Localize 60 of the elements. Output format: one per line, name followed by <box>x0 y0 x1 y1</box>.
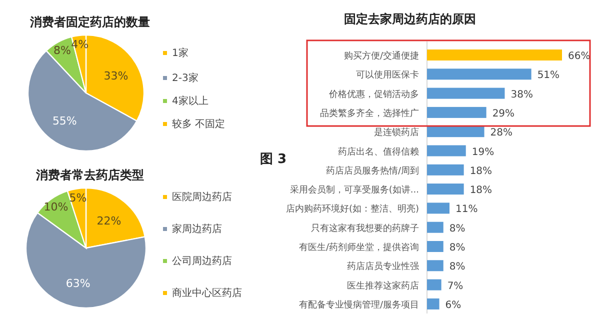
y-tick-label: 医生推荐这家药店 <box>347 280 419 292</box>
bar <box>427 241 444 252</box>
y-tick-label: 店内购药环境好(如：整洁、明亮) <box>286 204 419 215</box>
data-label: 10% <box>44 200 68 214</box>
legend-label: 较多 不固定 <box>172 118 226 130</box>
data-label: 66% <box>568 51 590 62</box>
bar <box>427 298 440 310</box>
data-label: 8% <box>54 44 71 57</box>
y-tick-label: 有医生/药剂师坐堂，提供咨询 <box>298 242 419 253</box>
data-label: 63% <box>66 277 90 290</box>
bar <box>427 222 444 233</box>
y-tick-label: 有配备专业慢病管理/服务项目 <box>298 299 419 310</box>
bar <box>427 279 442 290</box>
data-label: 33% <box>104 69 128 82</box>
bar <box>427 145 466 156</box>
y-tick-label: 购买方便/交通便捷 <box>344 50 419 62</box>
bar <box>427 68 532 80</box>
bar <box>427 126 484 138</box>
y-tick-label: 可以使用医保卡 <box>356 70 419 81</box>
legend-label: 1家 <box>172 47 188 59</box>
legend-label: 商业中心区药店 <box>172 287 242 299</box>
bar <box>427 50 562 60</box>
data-label: 6% <box>445 300 462 311</box>
y-tick-label: 价格优惠，促销活动多 <box>328 88 419 100</box>
bar <box>427 164 464 176</box>
chart-title: 消费者固定药店的数量 <box>29 15 150 29</box>
y-tick-label: 品类繁多齐全，选择性广 <box>320 108 419 119</box>
legend-label: 医院周边药店 <box>172 191 232 203</box>
data-label: 29% <box>492 108 515 120</box>
chart-title: 消费者常去药店类型 <box>35 168 144 182</box>
data-label: 11% <box>456 204 478 216</box>
y-tick-label: 只有这家有我想要的药牌子 <box>311 222 419 234</box>
chart-title: 固定去家周边药店的原因 <box>344 12 476 26</box>
legend-label: 4家以上 <box>172 95 208 107</box>
data-label: 18% <box>470 166 492 177</box>
legend-label: 2-3家 <box>172 72 198 84</box>
data-label: 38% <box>510 89 533 100</box>
data-label: 51% <box>537 70 560 82</box>
data-label: 55% <box>52 114 77 128</box>
bar <box>427 202 450 214</box>
y-tick-label: 是连锁药店 <box>374 127 419 138</box>
bar <box>427 106 486 118</box>
y-tick-label: 采用会员制，可享受服务(如讲... <box>290 184 419 196</box>
data-label: 18% <box>470 185 492 196</box>
legend-label: 公司周边药店 <box>172 255 232 267</box>
data-label: 22% <box>96 214 122 228</box>
legend-label: 家周边药店 <box>172 223 222 235</box>
y-tick-label: 药店店员专业性强 <box>347 261 419 272</box>
data-label: 28% <box>490 128 513 139</box>
data-label: 8% <box>449 242 466 254</box>
bar <box>427 184 464 195</box>
bar <box>427 88 505 99</box>
bar <box>427 260 444 272</box>
data-label: 19% <box>472 146 494 158</box>
data-label: 7% <box>447 280 464 292</box>
y-tick-label: 药店出名、值得信赖 <box>338 146 419 158</box>
data-label: 8% <box>449 223 466 234</box>
data-label: 8% <box>449 262 466 273</box>
caption: 图 3 <box>260 152 287 167</box>
y-tick-label: 药店店员服务热情/周到 <box>326 165 419 176</box>
